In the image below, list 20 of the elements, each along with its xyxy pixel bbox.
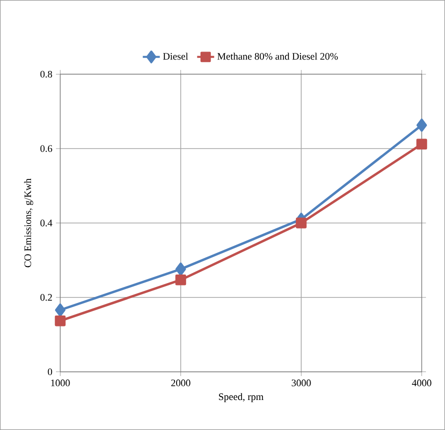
y-axis-title: CO Emissions, g/Kwh — [24, 178, 34, 268]
legend-label: Methane 80% and Diesel 20% — [217, 52, 338, 60]
x-tick-label: 2000 — [171, 380, 190, 386]
point — [54, 315, 66, 326]
x-tick-label: 4000 — [412, 380, 432, 386]
x-axis-title: Speed, rpm — [218, 393, 264, 402]
point — [296, 218, 307, 228]
y-tick-label: 0.6 — [40, 145, 52, 152]
point — [54, 303, 66, 317]
y-tick-label: 0.8 — [40, 70, 52, 78]
y-tick-label: 0.2 — [40, 294, 52, 301]
y-tick-label: 0.4 — [40, 220, 52, 226]
point — [416, 138, 428, 150]
x-tick-label: 3000 — [292, 380, 311, 386]
point — [175, 274, 186, 286]
y-tick-label: 0 — [48, 368, 52, 376]
point — [416, 118, 427, 132]
x-tick-label: 1000 — [51, 380, 70, 386]
point — [175, 262, 186, 276]
legend-label: Diesel — [163, 52, 188, 60]
